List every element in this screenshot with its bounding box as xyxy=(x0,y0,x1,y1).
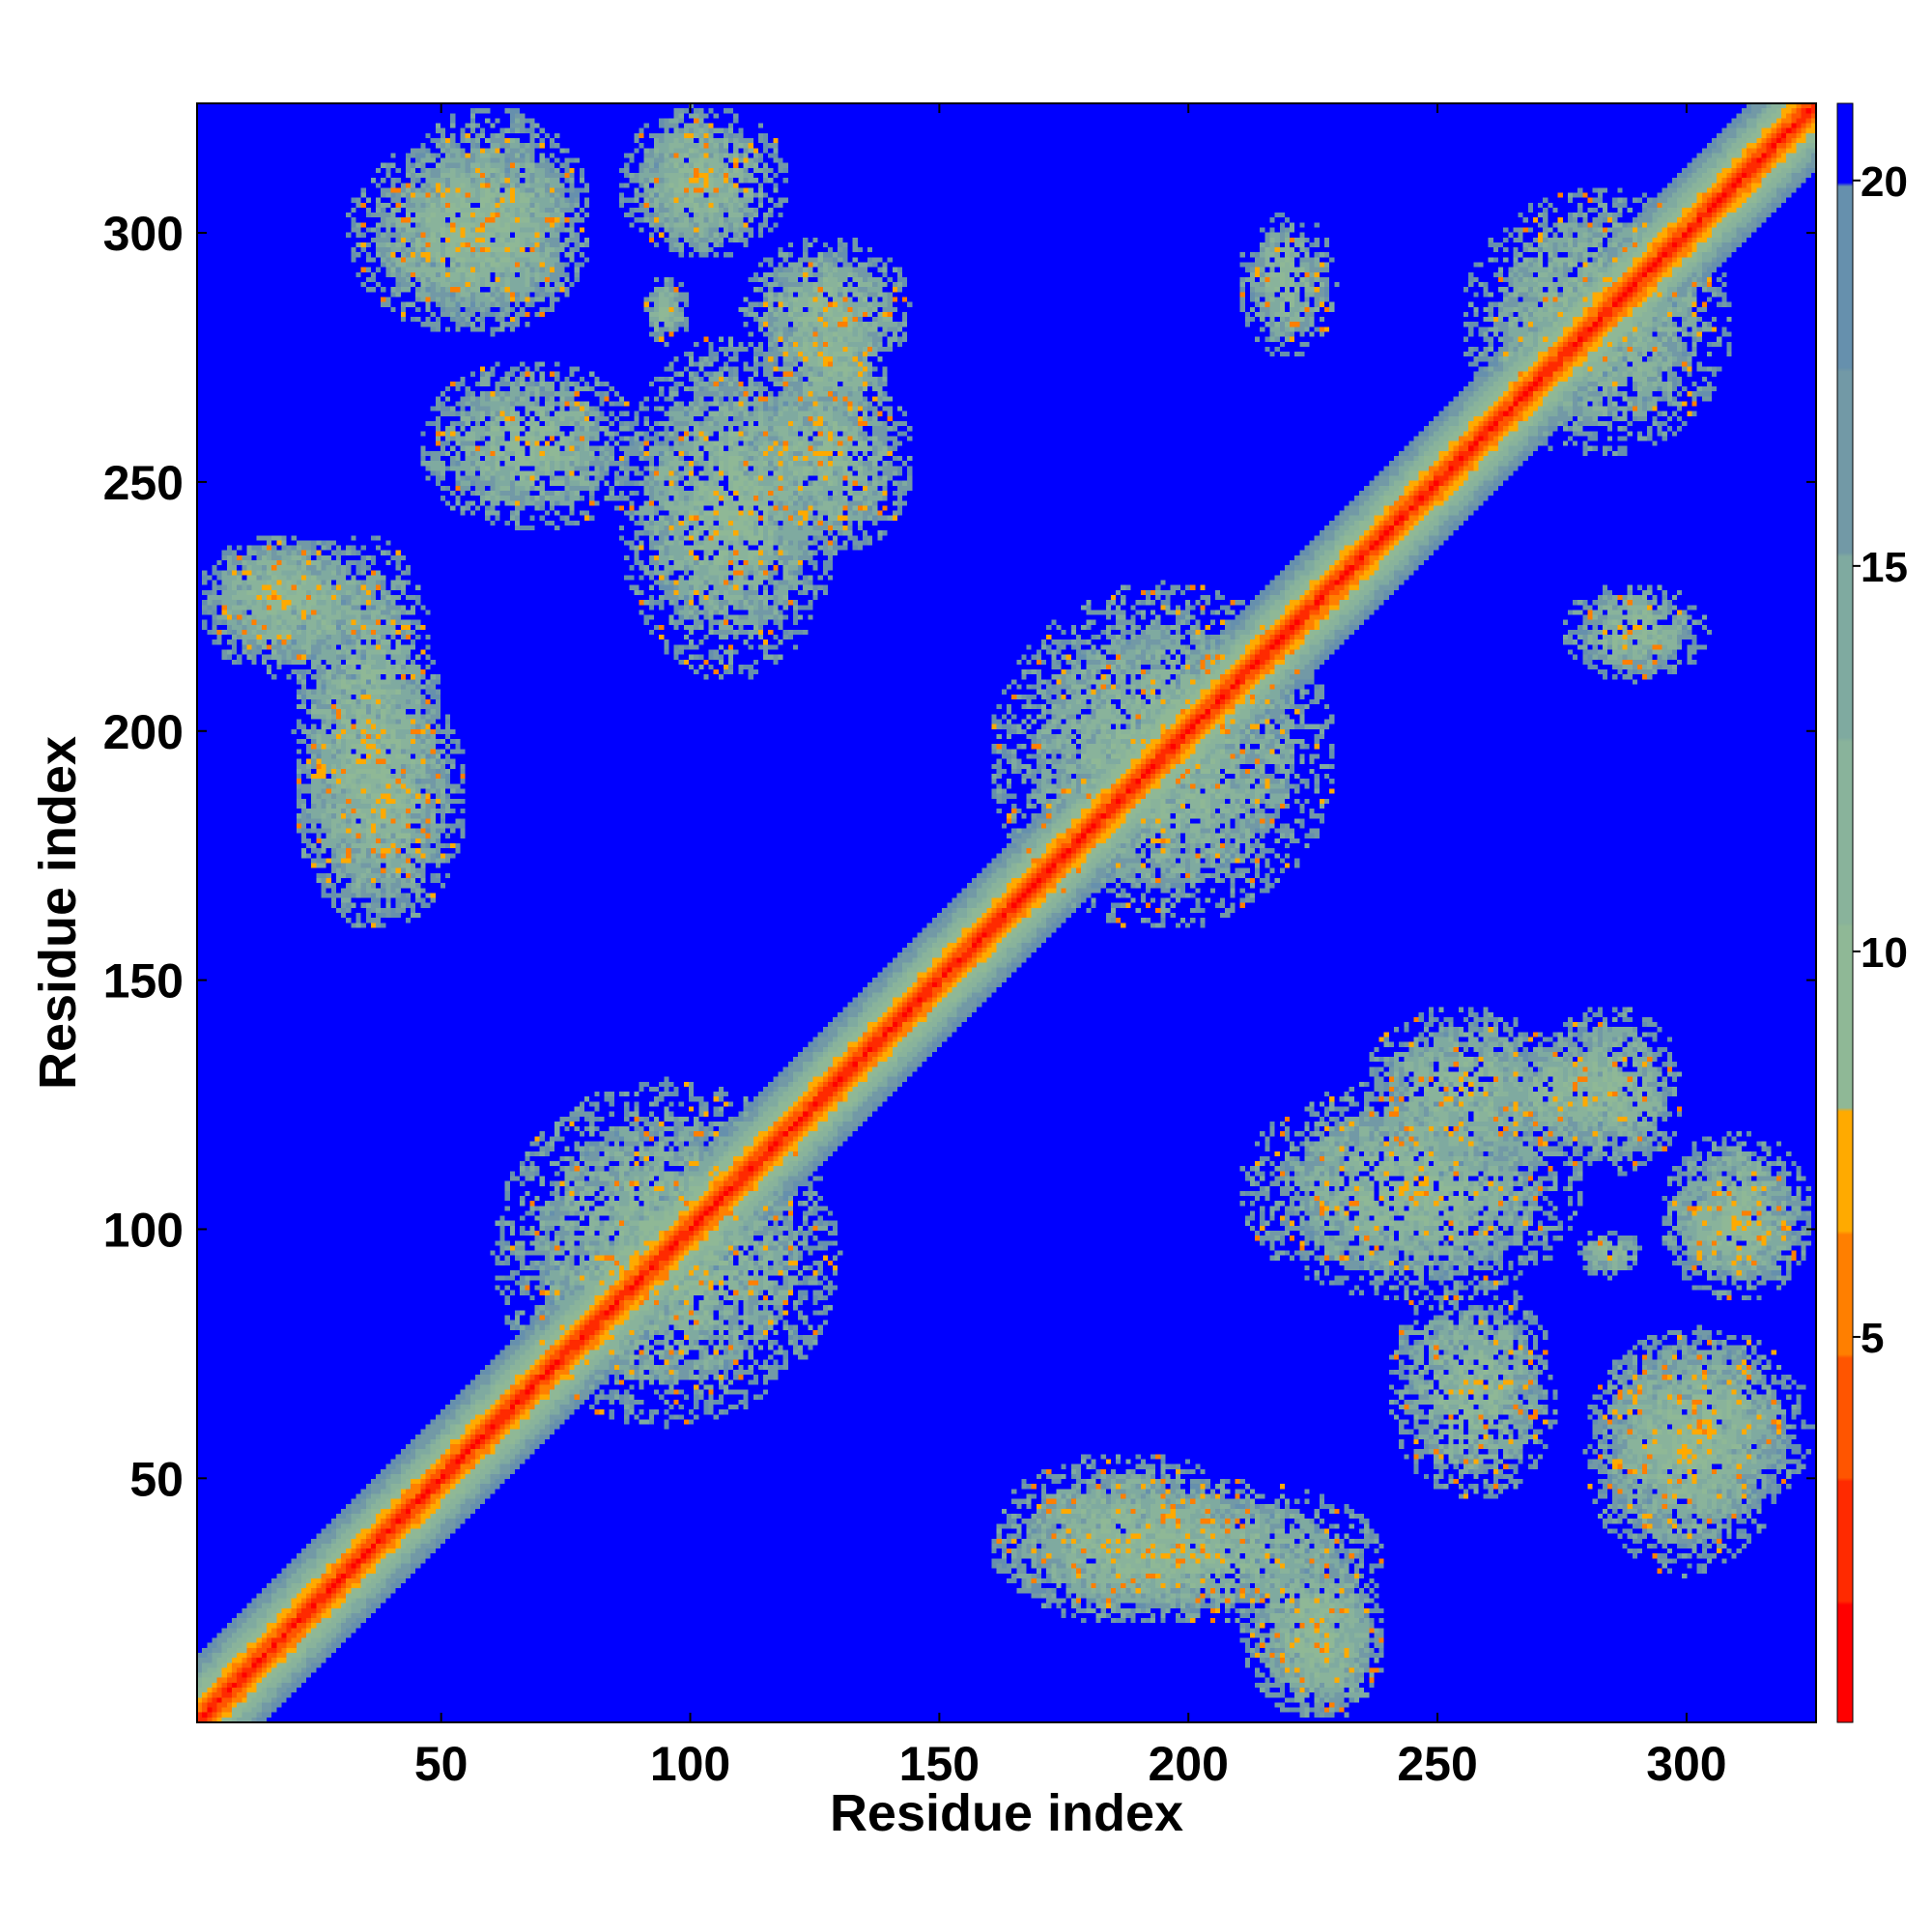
y-axis-ticks: 50 100 150 200 250 300 xyxy=(103,207,1816,1506)
y-tick-label: 300 xyxy=(103,207,184,261)
x-tick-label: 250 xyxy=(1397,1737,1477,1791)
colorbar-tick-label: 15 xyxy=(1861,544,1908,591)
plot-frame xyxy=(196,102,1817,1723)
colorbar-frame xyxy=(1836,102,1854,1723)
x-tick-label: 150 xyxy=(899,1737,980,1791)
y-axis-label: Residue index xyxy=(29,736,87,1090)
y-tick-label: 100 xyxy=(103,1203,184,1257)
x-tick-label: 50 xyxy=(414,1737,469,1791)
y-tick-label: 150 xyxy=(103,954,184,1009)
colorbar-ticks: 5 10 15 20 xyxy=(1853,158,1908,1362)
colorbar-tick-label: 5 xyxy=(1861,1315,1884,1362)
y-tick-label: 250 xyxy=(103,456,184,510)
x-tick-label: 100 xyxy=(650,1737,730,1791)
x-tick-label: 300 xyxy=(1646,1737,1726,1791)
y-tick-label: 200 xyxy=(103,705,184,759)
y-tick-label: 50 xyxy=(129,1452,184,1506)
heatmap-plot-area xyxy=(197,103,1816,1722)
colorbar-gradient xyxy=(1837,103,1853,1722)
colorbar-tick-label: 10 xyxy=(1861,929,1908,977)
x-axis-ticks: 50 100 150 200 250 300 xyxy=(414,103,1727,1791)
colorbar-tick-label: 20 xyxy=(1861,158,1908,206)
x-axis-label: Residue index xyxy=(830,1784,1183,1842)
x-tick-label: 200 xyxy=(1149,1737,1229,1791)
